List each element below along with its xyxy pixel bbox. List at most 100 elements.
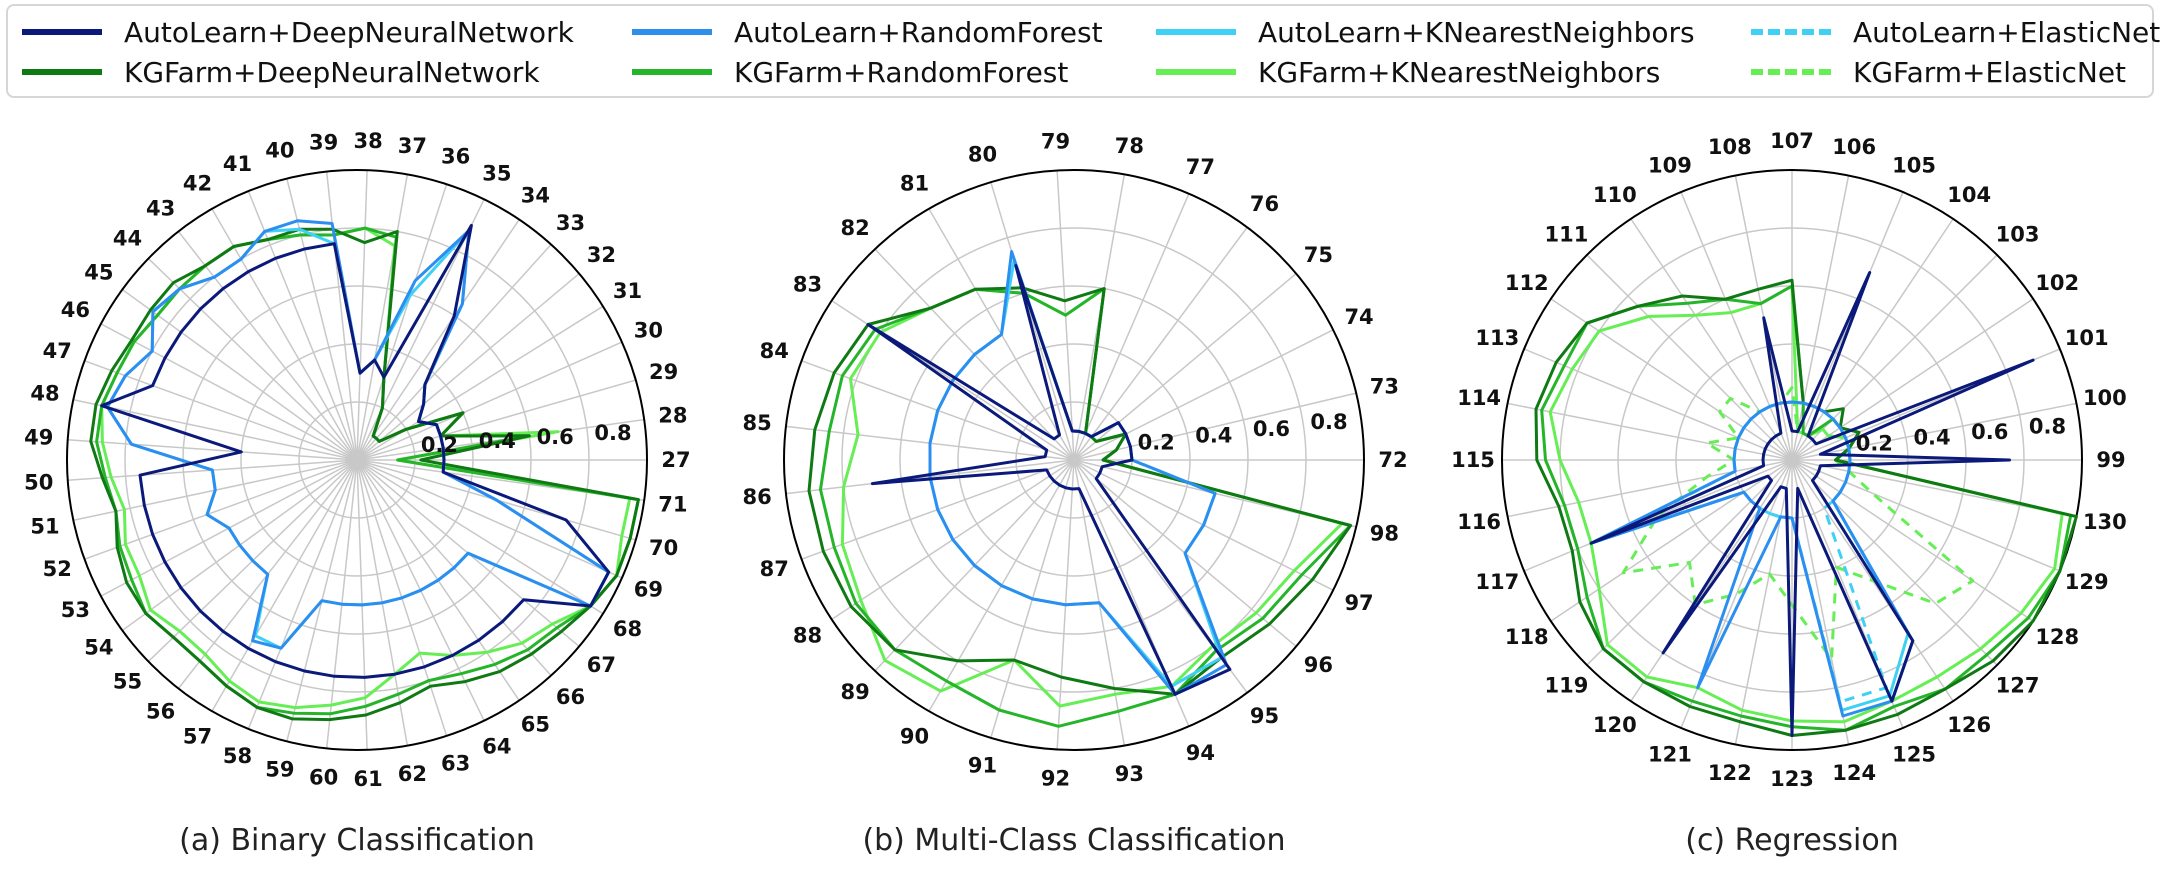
legend-entry: AutoLearn+DeepNeuralNetwork — [22, 12, 574, 52]
grid-spoke — [211, 459, 358, 712]
category-tick-label: 84 — [760, 339, 789, 363]
category-tick-label: 75 — [1304, 243, 1333, 267]
grid-spoke — [73, 398, 358, 461]
category-tick-label: 45 — [84, 260, 113, 284]
series-line — [105, 219, 611, 650]
grid-spoke — [1791, 191, 1904, 461]
legend-label: AutoLearn+KNearestNeighbors — [1258, 15, 1695, 49]
category-tick-label: 37 — [398, 134, 427, 158]
grid-spoke — [356, 273, 580, 461]
category-tick-label: 126 — [1947, 713, 1991, 737]
grid-spoke — [1073, 392, 1357, 461]
category-tick-label: 94 — [1186, 741, 1215, 765]
grid-spoke — [356, 170, 368, 461]
grid-spoke — [1791, 459, 2034, 622]
legend-label: KGFarm+RandomForest — [734, 55, 1069, 89]
category-tick-label: 29 — [649, 360, 678, 384]
radial-tick-label: 0.8 — [1310, 410, 1347, 434]
grid-spoke — [1073, 193, 1190, 461]
grid-spoke — [356, 459, 623, 579]
category-tick-label: 89 — [840, 680, 869, 704]
category-tick-label: 101 — [2065, 326, 2109, 350]
outer-ring — [66, 169, 648, 751]
category-tick-label: 92 — [1041, 766, 1070, 790]
chart-caption: (a) Binary Classification — [179, 823, 535, 858]
legend-label: AutoLearn+RandomForest — [734, 15, 1103, 49]
category-tick-label: 98 — [1370, 522, 1399, 546]
category-tick-label: 57 — [183, 724, 212, 748]
grid-spoke — [356, 379, 636, 461]
legend-entry: AutoLearn+KNearestNeighbors — [1156, 12, 1695, 52]
grid-spoke — [1680, 191, 1793, 461]
grid-spoke — [247, 190, 358, 461]
legend-line-marker — [1751, 69, 1831, 75]
series-line — [840, 287, 1344, 708]
radial-tick-label: 0.6 — [537, 425, 574, 449]
category-tick-label: 60 — [309, 765, 338, 789]
grid-spoke — [1550, 298, 1793, 461]
category-tick-label: 77 — [1186, 155, 1215, 179]
category-tick-label: 39 — [309, 131, 338, 155]
radial-tick-label: 0.6 — [1253, 417, 1290, 441]
category-tick-label: 120 — [1593, 713, 1637, 737]
radial-tick-label: 0.8 — [594, 421, 631, 445]
grid-spoke — [1791, 459, 1998, 666]
legend-line-marker — [632, 69, 712, 75]
category-tick-label: 69 — [634, 578, 663, 602]
radial-tick-label: 0.2 — [1138, 430, 1175, 454]
grid-spoke — [1734, 459, 1793, 745]
category-tick-label: 36 — [441, 145, 470, 169]
grid-spoke — [1523, 348, 1793, 461]
category-tick-label: 76 — [1250, 192, 1279, 216]
legend-entry: KGFarm+DeepNeuralNetwork — [22, 52, 540, 92]
legend-line-marker — [1156, 29, 1236, 35]
category-tick-label: 65 — [521, 712, 550, 736]
category-tick-label: 30 — [634, 318, 663, 342]
category-tick-label: 129 — [2065, 570, 2109, 594]
legend-entry: KGFarm+ElasticNet — [1751, 52, 2126, 92]
grid-spoke — [1073, 226, 1248, 461]
category-tick-label: 118 — [1505, 625, 1549, 649]
category-tick-label: 111 — [1545, 222, 1589, 246]
radar-chart-2: 0.2 0.4 0.6 0.8 72 73 74 75 76 77 78 79 80 81 82 83 84 85… — [743, 130, 1408, 858]
category-tick-label: 85 — [743, 411, 772, 435]
category-tick-label: 64 — [482, 735, 511, 759]
category-tick-label: 52 — [43, 557, 72, 581]
grid-spoke — [1523, 459, 1793, 572]
category-tick-label: 35 — [482, 161, 511, 185]
category-tick-label: 74 — [1344, 305, 1373, 329]
grid-spoke — [1791, 175, 1850, 461]
category-tick-label: 78 — [1115, 134, 1144, 158]
grid-spoke — [84, 360, 358, 461]
category-tick-label: 106 — [1832, 135, 1876, 159]
radial-tick-label: 0.4 — [1195, 424, 1232, 448]
category-tick-label: 105 — [1892, 153, 1936, 177]
category-tick-label: 123 — [1770, 767, 1814, 791]
grid-spoke — [1791, 459, 2061, 572]
grid-spoke — [990, 181, 1075, 461]
category-tick-label: 42 — [183, 172, 212, 196]
legend-label: AutoLearn+ElasticNet — [1853, 15, 2160, 49]
category-tick-label: 49 — [24, 426, 53, 450]
category-tick-label: 32 — [587, 243, 616, 267]
chart-caption: (c) Regression — [1685, 823, 1899, 858]
category-tick-label: 83 — [793, 273, 822, 297]
grid-spoke — [286, 178, 358, 461]
series-line — [866, 264, 1232, 696]
radial-tick-label: 0.4 — [479, 429, 516, 453]
category-tick-label: 99 — [2096, 448, 2125, 472]
grid-spoke — [1791, 298, 2034, 461]
legend-entry: AutoLearn+RandomForest — [632, 12, 1103, 52]
category-tick-label: 80 — [968, 142, 997, 166]
grid-spoke — [67, 439, 358, 461]
category-tick-label: 79 — [1041, 130, 1070, 154]
grid-spoke — [1586, 254, 1793, 461]
category-tick-label: 130 — [2083, 510, 2127, 534]
grid-spoke — [1791, 218, 1954, 461]
category-tick-label: 28 — [658, 404, 687, 428]
category-tick-label: 93 — [1115, 762, 1144, 786]
category-tick-label: 116 — [1457, 510, 1501, 534]
category-tick-label: 61 — [354, 767, 383, 791]
grid-spoke — [1550, 459, 1793, 622]
